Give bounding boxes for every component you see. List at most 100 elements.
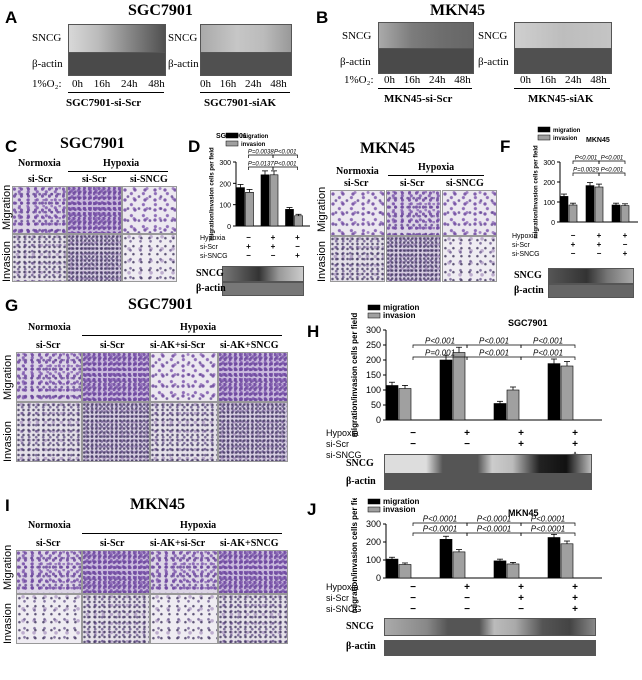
legend-swatch-migration — [537, 126, 551, 133]
condition-label: si-SNCG — [512, 251, 540, 258]
panel-c2-micrograph — [442, 190, 497, 236]
condition-sign: + — [572, 604, 578, 615]
bar-migration — [236, 187, 245, 227]
legend-label-invasion: invasion — [383, 311, 416, 320]
condition-sign: + — [271, 233, 276, 242]
panel-c-micrograph — [12, 186, 67, 234]
panel-f-blot2-label: β-actin — [514, 285, 544, 296]
bar-migration — [493, 560, 507, 579]
panel-a-row2-label: β-actin — [32, 58, 63, 70]
condition-label: si-Scr — [512, 242, 531, 249]
panel-i-micrograph — [82, 594, 150, 644]
p-value-label: P<0.001 — [479, 349, 509, 358]
p-value-label: P<0.001 — [274, 150, 297, 156]
panel-g-micrograph — [218, 352, 288, 402]
panel-c-row-invasion: Invasion — [1, 241, 13, 282]
condition-label: Hypoxia — [512, 233, 537, 240]
panel-a-group2: SGC7901-siAK — [204, 97, 277, 109]
panel-j-sncg-blot — [384, 618, 596, 636]
p-value-label: P<0.0001 — [531, 515, 565, 524]
panel-c-micrograph — [122, 234, 177, 282]
condition-label: Hypoxia — [326, 582, 359, 592]
condition-sign: + — [623, 231, 628, 240]
panel-label-i: I — [5, 496, 10, 515]
panel-b-times-2: 0h 16h 24h 48h — [520, 74, 607, 86]
y-tick-label: 0 — [227, 224, 231, 231]
panel-d-blot1-label: SNCG — [196, 268, 224, 279]
panel-label-h: H — [307, 322, 320, 341]
panel-g-col2: si-Scr — [100, 340, 125, 351]
p-value-label: P<0.0001 — [531, 525, 565, 534]
p-bracket — [272, 154, 298, 158]
panel-i-micrograph — [16, 594, 82, 644]
y-tick-label: 100 — [366, 385, 381, 395]
panel-b-row1-label-2: SNCG — [478, 30, 508, 42]
y-tick-label: 200 — [543, 180, 555, 187]
panel-c2-col2: si-Scr — [400, 178, 425, 189]
legend-swatch-invasion — [367, 506, 381, 513]
condition-sign: − — [295, 242, 300, 251]
condition-sign: + — [295, 233, 300, 242]
y-tick-label: 0 — [551, 220, 555, 227]
condition-label: Hypoxia — [326, 428, 359, 438]
legend-label-migration: migration — [383, 498, 420, 506]
panel-b-title: MKN45 — [430, 2, 486, 19]
bar-migration — [385, 558, 399, 579]
panel-c2-normoxia: Normoxia — [336, 166, 379, 177]
y-tick-label: 200 — [366, 355, 381, 365]
panel-b-sncg-blot-2 — [514, 22, 612, 50]
chart-title: MKN45 — [508, 508, 539, 518]
y-tick-label: 200 — [219, 181, 231, 188]
legend-swatch-migration — [367, 498, 381, 505]
panel-b-o2-label: 1%O₂: — [344, 74, 374, 86]
panel-a-row1-label-2: SNCG — [168, 32, 198, 44]
p-value-label: P<0.0001 — [423, 515, 457, 524]
legend-label-migration: migration — [553, 128, 581, 134]
panel-c2-micrograph — [386, 236, 441, 282]
condition-sign: − — [518, 604, 524, 615]
y-tick-label: 0 — [376, 415, 381, 425]
condition-sign: − — [410, 582, 416, 593]
panel-i-micrograph — [218, 594, 288, 644]
panel-c-row-migration: Migration — [1, 184, 13, 230]
y-tick-label: 100 — [219, 203, 231, 210]
legend-swatch-invasion — [225, 140, 239, 147]
panel-c-hypoxia: Hypoxia — [103, 158, 140, 169]
bar-migration — [260, 174, 270, 227]
panel-h-blot2-label: β-actin — [346, 476, 376, 487]
panel-g-micrograph — [150, 402, 218, 462]
bar-invasion — [245, 191, 254, 227]
p-value-label: P=0.0137 — [248, 162, 275, 168]
panel-c-micrograph — [67, 234, 122, 282]
panel-c2-title: MKN45 — [360, 140, 416, 157]
bar-migration — [547, 363, 561, 421]
bar-migration — [385, 385, 399, 421]
bar-migration — [439, 538, 453, 579]
bar-invasion — [398, 564, 412, 579]
condition-sign: − — [571, 249, 576, 258]
panel-h-sncg-blot — [384, 454, 592, 474]
panel-b-row2-label: β-actin — [340, 56, 371, 68]
bar-invasion — [620, 205, 630, 223]
panel-b-sncg-blot-1 — [378, 22, 474, 50]
y-axis-label: migration/invasion cells per field — [210, 147, 216, 241]
panel-a-group1: SGC7901-si-Scr — [66, 97, 142, 109]
panel-h-blot1-label: SNCG — [346, 458, 374, 469]
bar-invasion — [398, 388, 412, 421]
panel-j-blot2-label: β-actin — [346, 641, 376, 652]
p-bracket — [520, 522, 576, 526]
panel-f-actin-blot — [548, 284, 634, 298]
p-bracket — [598, 172, 626, 176]
y-tick-label: 200 — [366, 537, 381, 547]
bar-migration — [585, 185, 595, 223]
panel-h-actin-blot — [384, 474, 592, 490]
legend-label-invasion: invasion — [383, 505, 416, 514]
panel-f-blot1-label: SNCG — [514, 270, 542, 281]
panel-label-g: G — [5, 296, 19, 315]
panel-i-col2: si-Scr — [100, 538, 125, 549]
panel-a-sncg-blot-2 — [200, 24, 292, 54]
panel-i-col4: si-AK+SNCG — [220, 538, 279, 549]
bar-migration — [611, 204, 621, 223]
condition-label: si-Scr — [326, 593, 349, 603]
